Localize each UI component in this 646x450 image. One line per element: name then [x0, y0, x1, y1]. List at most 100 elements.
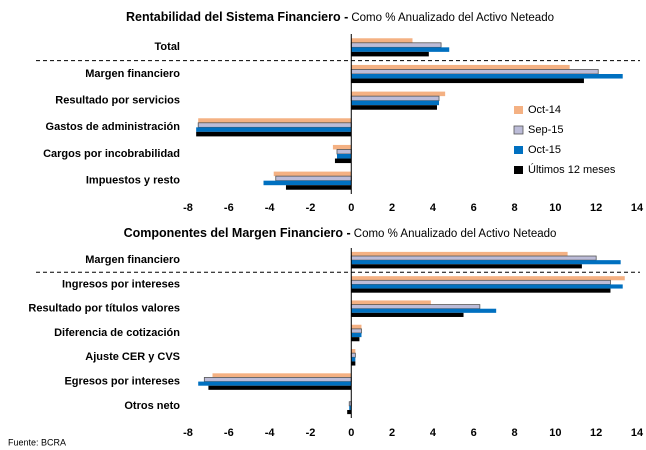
bar	[351, 38, 413, 43]
bar	[196, 127, 352, 132]
bar	[351, 51, 429, 57]
bar	[351, 105, 437, 110]
chart-title: Componentes del Margen Financiero - Como…	[124, 226, 557, 240]
bar	[350, 304, 481, 310]
x-tick-label: 10	[549, 202, 561, 214]
x-tick-label: 8	[511, 202, 517, 214]
x-tick-label: -2	[306, 202, 316, 214]
bar	[351, 276, 625, 281]
bar	[350, 42, 442, 48]
x-tick-label: 6	[471, 202, 477, 214]
x-tick-label: 0	[348, 202, 354, 214]
category-label: Ingresos por intereses	[62, 278, 180, 290]
bar	[336, 149, 352, 155]
chart-title: Rentabilidad del Sistema Financiero - Co…	[126, 10, 554, 24]
bar	[332, 144, 352, 150]
bar	[351, 100, 440, 106]
x-tick-label: 12	[590, 427, 602, 439]
x-tick-label: -6	[224, 202, 234, 214]
bar	[351, 251, 568, 257]
bar	[351, 78, 584, 84]
title-main: Componentes del Margen Financiero -	[124, 226, 351, 240]
legend-swatch	[514, 106, 523, 114]
bar	[275, 175, 352, 182]
x-tick-label: -8	[183, 427, 193, 439]
bar	[351, 300, 431, 305]
category-label: Margen financiero	[85, 254, 180, 266]
x-tick-label: 2	[389, 427, 395, 439]
x-tick-label: 2	[389, 202, 395, 214]
category-label: Total	[155, 41, 180, 53]
bar	[351, 260, 621, 265]
x-tick-label: 6	[471, 427, 477, 439]
x-tick-label: -4	[265, 427, 276, 439]
x-tick-label: 12	[590, 202, 602, 214]
category-label: Diferencia de cotización	[54, 327, 180, 339]
x-tick-label: 4	[430, 202, 437, 214]
category-label: Otros neto	[124, 400, 180, 412]
legend-swatch	[513, 125, 524, 135]
x-tick-label: 14	[631, 427, 644, 439]
bar	[273, 171, 352, 177]
bar	[351, 337, 360, 342]
title-sub: Como % Anualizado del Activo Neteado	[354, 228, 557, 240]
title-sub: Como % Anualizado del Activo Neteado	[351, 12, 554, 24]
bar	[351, 333, 362, 338]
category-label: Impuestos y resto	[86, 175, 180, 187]
legend-swatch	[514, 146, 523, 154]
bar	[351, 91, 446, 97]
bar	[350, 69, 599, 75]
bar	[263, 180, 352, 186]
x-tick-label: -2	[306, 427, 316, 439]
bar	[198, 118, 352, 123]
bar	[351, 308, 497, 313]
bar	[350, 279, 611, 285]
bar	[208, 385, 352, 390]
x-tick-label: -8	[183, 202, 193, 214]
category-label: Egresos por intereses	[64, 375, 180, 387]
x-tick-label: -6	[224, 427, 234, 439]
bar	[285, 185, 352, 190]
legend-label: Últimos 12 meses	[528, 163, 616, 176]
x-tick-label: 8	[511, 427, 517, 439]
x-tick-label: 0	[348, 427, 354, 439]
bar	[351, 324, 362, 329]
bar	[197, 122, 352, 128]
bar	[336, 154, 352, 159]
x-tick-label: 10	[549, 427, 561, 439]
legend-label: Sep-15	[528, 124, 563, 136]
category-label: Resultado por títulos valores	[28, 303, 180, 315]
bar	[198, 381, 352, 386]
category-label: Resultado por servicios	[55, 95, 180, 107]
bar	[351, 64, 570, 70]
bar	[351, 288, 611, 293]
bar	[203, 377, 352, 382]
bar	[350, 255, 597, 261]
bar	[351, 264, 582, 269]
bar	[351, 357, 356, 362]
bar	[350, 95, 440, 102]
bar	[212, 373, 352, 378]
bar	[349, 405, 352, 410]
legend-label: Oct-15	[528, 144, 561, 156]
bar	[334, 158, 352, 164]
source: Fuente: BCRA	[8, 437, 66, 447]
category-label: Margen financiero	[85, 68, 180, 80]
x-tick-label: 4	[430, 427, 437, 439]
bar	[350, 352, 356, 358]
title-main: Rentabilidad del Sistema Financiero -	[126, 10, 348, 24]
category-label: Gastos de administración	[46, 121, 181, 133]
legend-swatch	[514, 166, 523, 174]
bar	[351, 349, 356, 354]
category-label: Ajuste CER y CVS	[85, 351, 180, 363]
legend-label: Oct-14	[528, 104, 561, 116]
x-tick-label: -4	[265, 202, 276, 214]
bar	[350, 328, 362, 334]
bar	[351, 284, 623, 289]
category-label: Cargos por incobrabilidad	[43, 148, 180, 160]
bar	[351, 361, 356, 366]
x-tick-label: 14	[631, 202, 644, 214]
bar	[347, 409, 352, 415]
bar	[351, 74, 623, 79]
